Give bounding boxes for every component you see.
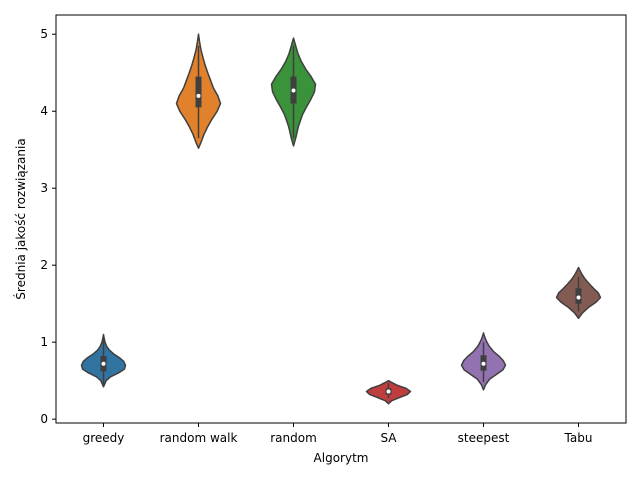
x-tick-label: Tabu [564,431,593,445]
violin-median-dot [386,389,391,394]
x-tick-label: greedy [83,431,125,445]
plot-layer [80,33,602,405]
violin-median-dot [101,361,106,366]
x-tick-label: random [270,431,317,445]
y-tick-label: 2 [40,258,48,272]
y-tick-label: 4 [40,104,48,118]
violin-median-dot [481,361,486,366]
y-tick-label: 5 [40,27,48,41]
violin-median-dot [576,295,581,300]
violin-median-dot [291,88,296,93]
x-tick-label: SA [380,431,397,445]
y-axis: 0 1 2 3 4 5 [40,27,56,426]
x-axis-title: Algorytm [314,451,369,465]
x-tick-label: random walk [160,431,238,445]
plot-frame [55,14,627,424]
violin-median-dot [196,93,201,98]
x-tick-label: steepest [458,431,510,445]
y-tick-label: 0 [40,412,48,426]
y-axis-title: Średnia jakość rozwiązania [13,138,28,299]
x-axis: greedy random walk random SA steepest Tabu [83,423,593,445]
y-tick-label: 3 [40,181,48,195]
y-tick-label: 1 [40,335,48,349]
violin-iqr-box [195,76,202,108]
